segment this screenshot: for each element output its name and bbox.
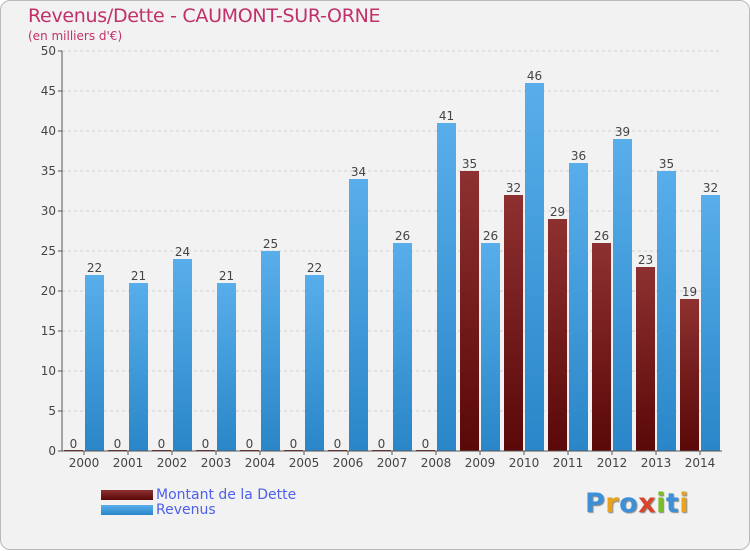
bars-layer [64, 83, 720, 451]
x-tick-label: 2000 [69, 456, 100, 470]
x-tick-label: 2007 [377, 456, 408, 470]
legend-swatch-dette [101, 490, 153, 500]
data-label-dette: 0 [290, 437, 298, 451]
bar-revenus [85, 275, 104, 451]
bar-dette [636, 267, 655, 451]
y-tick-label: 45 [41, 84, 56, 98]
bar-revenus [173, 259, 192, 451]
bar-dette [680, 299, 699, 451]
data-label-dette: 0 [246, 437, 254, 451]
bar-revenus [349, 179, 368, 451]
bar-revenus [305, 275, 324, 451]
bar-dette [592, 243, 611, 451]
data-label-dette: 35 [462, 157, 477, 171]
data-label-dette: 0 [378, 437, 386, 451]
labels-layer: 0 22 0 21 0 24 0 21 0 25 0 22 0 34 0 26 0 41 35 26 32 46 29 36 2… [70, 69, 718, 451]
legend-label-revenus: Revenus [156, 502, 216, 518]
x-tick-label: 2006 [333, 456, 364, 470]
data-label-dette: 0 [114, 437, 122, 451]
x-tick-label: 2014 [685, 456, 716, 470]
data-label-dette: 0 [158, 437, 166, 451]
bar-revenus [217, 283, 236, 451]
data-label-dette: 0 [70, 437, 78, 451]
y-tick-label: 25 [41, 244, 56, 258]
chart-subtitle: (en milliers d'€) [28, 29, 123, 43]
data-label-dette: 32 [506, 181, 521, 195]
y-tick-label: 40 [41, 124, 56, 138]
data-label-revenus: 39 [615, 125, 630, 139]
data-label-revenus: 36 [571, 149, 586, 163]
y-tick-label: 5 [48, 404, 56, 418]
axis-layer: 0 5 10 15 20 25 30 35 40 45 50 2000 2001 2002 2003 2004… [41, 44, 722, 470]
data-label-revenus: 21 [219, 269, 234, 283]
data-label-revenus: 26 [483, 229, 498, 243]
x-tick-label: 2011 [553, 456, 584, 470]
data-label-revenus: 21 [131, 269, 146, 283]
data-label-revenus: 34 [351, 165, 366, 179]
data-label-revenus: 22 [307, 261, 322, 275]
data-label-revenus: 24 [175, 245, 190, 259]
bar-revenus [261, 251, 280, 451]
bar-dette [548, 219, 567, 451]
data-label-dette: 23 [638, 253, 653, 267]
x-tick-label: 2002 [157, 456, 188, 470]
grid-layer [62, 50, 722, 452]
data-label-dette: 0 [422, 437, 430, 451]
x-tick-label: 2004 [245, 456, 276, 470]
bar-revenus [129, 283, 148, 451]
y-tick-label: 30 [41, 204, 56, 218]
data-label-revenus: 25 [263, 237, 278, 251]
data-label-dette: 0 [202, 437, 210, 451]
x-tick-label: 2009 [465, 456, 496, 470]
bar-dette [504, 195, 523, 451]
chart-title: Revenus/Dette - CAUMONT-SUR-ORNE [28, 5, 381, 27]
x-tick-label: 2008 [421, 456, 452, 470]
bar-revenus [393, 243, 412, 451]
y-tick-label: 35 [41, 164, 56, 178]
bar-revenus [657, 171, 676, 451]
proxiti-logo: Proxiti [585, 488, 690, 519]
data-label-revenus: 32 [703, 181, 718, 195]
y-tick-label: 15 [41, 324, 56, 338]
bar-revenus [481, 243, 500, 451]
x-tick-label: 2001 [113, 456, 144, 470]
y-tick-label: 50 [41, 44, 56, 58]
bar-revenus [525, 83, 544, 451]
x-tick-label: 2005 [289, 456, 320, 470]
bar-revenus [701, 195, 720, 451]
data-label-dette: 0 [334, 437, 342, 451]
y-tick-label: 10 [41, 364, 56, 378]
legend-swatch-revenus [101, 505, 153, 515]
x-tick-label: 2010 [509, 456, 540, 470]
y-tick-label: 0 [48, 444, 56, 458]
legend-label-dette: Montant de la Dette [156, 487, 297, 503]
data-label-revenus: 26 [395, 229, 410, 243]
x-tick-label: 2003 [201, 456, 232, 470]
bar-revenus [437, 123, 456, 451]
bar-revenus [613, 139, 632, 451]
y-tick-label: 20 [41, 284, 56, 298]
data-label-revenus: 46 [527, 69, 542, 83]
data-label-dette: 19 [682, 285, 697, 299]
data-label-revenus: 35 [659, 157, 674, 171]
x-tick-label: 2013 [641, 456, 672, 470]
data-label-revenus: 22 [87, 261, 102, 275]
data-label-dette: 29 [550, 205, 565, 219]
data-label-revenus: 41 [439, 109, 454, 123]
data-label-dette: 26 [594, 229, 609, 243]
x-tick-label: 2012 [597, 456, 628, 470]
bar-revenus [569, 163, 588, 451]
bar-dette [460, 171, 479, 451]
